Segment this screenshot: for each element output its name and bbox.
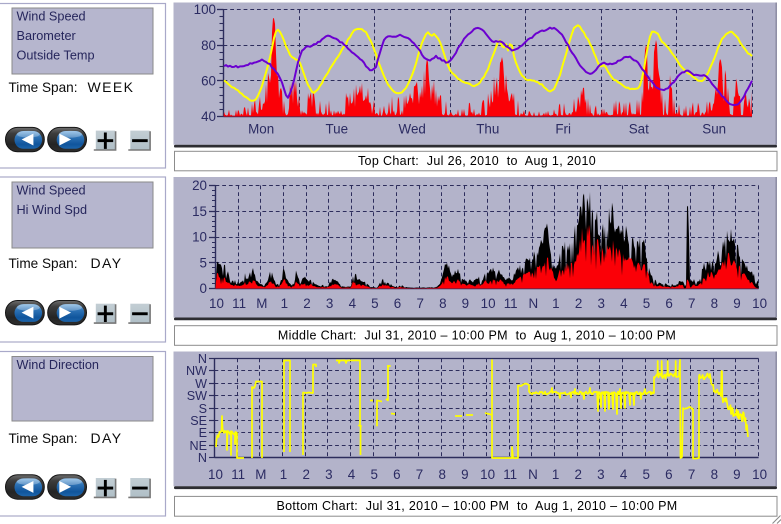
svg-text:Barometer: Barometer — [17, 29, 77, 43]
svg-text:9: 9 — [461, 467, 468, 482]
svg-text:10: 10 — [752, 467, 767, 482]
svg-text:N: N — [528, 467, 538, 482]
svg-text:N: N — [198, 451, 207, 465]
svg-text:8: 8 — [439, 296, 446, 311]
svg-text:10: 10 — [480, 467, 495, 482]
svg-text:E: E — [199, 426, 207, 440]
svg-text:5: 5 — [371, 296, 378, 311]
svg-text:6: 6 — [393, 467, 400, 482]
svg-text:1: 1 — [281, 296, 288, 311]
svg-text:6: 6 — [665, 467, 672, 482]
svg-text:20: 20 — [192, 178, 207, 193]
svg-text:7: 7 — [688, 296, 695, 311]
svg-text:Tue: Tue — [326, 122, 349, 137]
svg-text:7: 7 — [416, 467, 423, 482]
svg-text:Time Span:: Time Span: — [9, 256, 78, 271]
svg-text:DAY: DAY — [91, 430, 123, 446]
svg-text:Bottom Chart: Jul 31, 2010 –: Bottom Chart: Jul 31, 2010 – 10:00 PM to… — [276, 499, 677, 513]
svg-text:Hi Wind Spd: Hi Wind Spd — [17, 203, 88, 217]
svg-text:W: W — [195, 377, 207, 391]
svg-text:10: 10 — [192, 230, 207, 245]
svg-text:3: 3 — [597, 296, 604, 311]
svg-text:2: 2 — [574, 467, 581, 482]
svg-text:8: 8 — [438, 467, 445, 482]
svg-text:M: M — [255, 467, 266, 482]
svg-text:5: 5 — [370, 467, 377, 482]
svg-text:Sun: Sun — [702, 122, 726, 137]
svg-text:7: 7 — [688, 467, 695, 482]
svg-text:10: 10 — [481, 296, 496, 311]
svg-text:15: 15 — [192, 204, 207, 219]
svg-text:80: 80 — [201, 38, 216, 53]
svg-text:3: 3 — [325, 467, 332, 482]
svg-text:9: 9 — [733, 296, 740, 311]
svg-text:N: N — [198, 352, 207, 366]
svg-text:5: 5 — [200, 255, 207, 270]
svg-text:7: 7 — [416, 296, 423, 311]
svg-text:DAY: DAY — [91, 255, 123, 271]
svg-text:4: 4 — [620, 467, 628, 482]
svg-text:1: 1 — [280, 467, 287, 482]
svg-text:Wind Direction: Wind Direction — [17, 358, 100, 372]
svg-text:11: 11 — [503, 467, 517, 482]
svg-text:2: 2 — [575, 296, 582, 311]
svg-text:Mon: Mon — [248, 122, 274, 137]
svg-text:Middle Chart: Jul 31, 2010 –: Middle Chart: Jul 31, 2010 – 10:00 PM to… — [278, 328, 676, 342]
svg-text:10: 10 — [209, 296, 224, 311]
svg-text:11: 11 — [504, 296, 518, 311]
svg-text:4: 4 — [349, 296, 357, 311]
svg-text:9: 9 — [733, 467, 740, 482]
svg-text:Top Chart: Jul 26, 2010 to: Top Chart: Jul 26, 2010 to Aug 1, 2010 — [358, 154, 596, 168]
svg-text:3: 3 — [326, 296, 333, 311]
svg-text:Wind Speed: Wind Speed — [17, 10, 86, 24]
svg-text:8: 8 — [711, 467, 718, 482]
svg-text:1: 1 — [552, 296, 559, 311]
svg-text:SW: SW — [187, 389, 207, 403]
svg-text:Time Span:: Time Span: — [9, 80, 78, 95]
svg-text:1: 1 — [552, 467, 559, 482]
svg-text:9: 9 — [462, 296, 469, 311]
svg-text:S: S — [199, 402, 207, 416]
svg-text:11: 11 — [232, 296, 246, 311]
svg-text:6: 6 — [394, 296, 401, 311]
svg-text:0: 0 — [200, 281, 207, 296]
svg-text:40: 40 — [201, 109, 216, 124]
svg-text:4: 4 — [620, 296, 628, 311]
svg-text:M: M — [256, 296, 267, 311]
svg-text:Time Span:: Time Span: — [9, 431, 78, 446]
svg-text:11: 11 — [231, 467, 245, 482]
svg-text:4: 4 — [348, 467, 356, 482]
svg-text:60: 60 — [201, 73, 216, 88]
svg-text:N: N — [528, 296, 538, 311]
svg-text:SE: SE — [190, 414, 207, 428]
svg-text:10: 10 — [752, 296, 767, 311]
svg-text:WEEK: WEEK — [88, 79, 135, 95]
svg-text:2: 2 — [302, 467, 309, 482]
svg-text:NW: NW — [186, 364, 207, 378]
svg-text:3: 3 — [597, 467, 604, 482]
svg-text:5: 5 — [643, 296, 650, 311]
svg-text:NE: NE — [190, 439, 208, 453]
svg-text:Wed: Wed — [399, 122, 426, 137]
svg-text:10: 10 — [208, 467, 223, 482]
svg-text:Outside Temp: Outside Temp — [17, 49, 95, 63]
svg-text:Wind Speed: Wind Speed — [17, 184, 86, 198]
svg-text:8: 8 — [711, 296, 718, 311]
svg-text:Sat: Sat — [629, 122, 649, 137]
svg-text:5: 5 — [642, 467, 649, 482]
svg-text:Thu: Thu — [476, 122, 499, 137]
svg-text:2: 2 — [303, 296, 310, 311]
svg-text:Fri: Fri — [555, 122, 571, 137]
svg-text:100: 100 — [194, 2, 216, 17]
svg-text:6: 6 — [665, 296, 672, 311]
